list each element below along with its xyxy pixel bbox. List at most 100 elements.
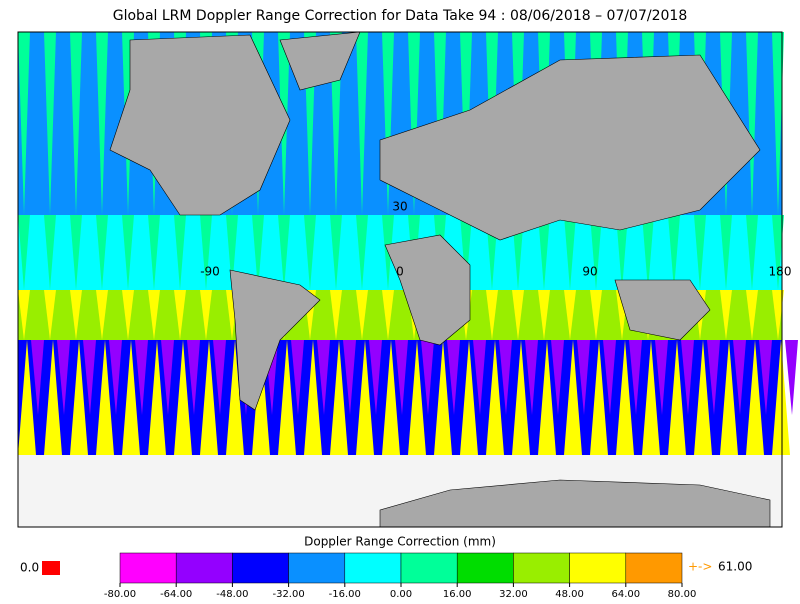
swath [434, 340, 452, 455]
longitude-label: -90 [200, 265, 220, 279]
swath [226, 340, 244, 455]
swath [356, 340, 374, 455]
swath [395, 340, 408, 415]
swath [460, 340, 478, 455]
swath [226, 215, 238, 290]
swath [148, 340, 166, 455]
colorbar-tick-label: 48.00 [555, 589, 584, 600]
colorbar-tick-label: 0.00 [390, 589, 412, 600]
swath [44, 215, 56, 290]
swath [356, 32, 368, 215]
colorbar-bin [344, 552, 402, 584]
colorbar-tick-label: -80.00 [104, 589, 136, 600]
swath [720, 290, 732, 340]
overflow-value: 61.00 [718, 560, 752, 574]
swath [70, 32, 82, 215]
swath [668, 340, 686, 455]
swath [18, 32, 30, 215]
swath [408, 32, 420, 215]
swath [720, 215, 732, 290]
swath [733, 340, 746, 415]
swath [291, 340, 304, 415]
colorbar-bin [288, 552, 346, 584]
swath [616, 215, 628, 290]
swath [70, 340, 88, 455]
nodata-label: 0.0 [20, 561, 39, 575]
swath [83, 340, 96, 415]
map-frame [17, 31, 783, 528]
swath [694, 215, 706, 290]
swath [759, 340, 772, 415]
swath [538, 215, 550, 290]
swath [629, 340, 642, 415]
swath [96, 340, 114, 455]
colorbar-tick-label: -48.00 [216, 589, 248, 600]
swath [343, 340, 356, 415]
swath [161, 340, 174, 415]
swath [96, 215, 108, 290]
colorbar-bin [175, 552, 233, 584]
swath [70, 215, 82, 290]
swath [590, 215, 602, 290]
swath [486, 290, 498, 340]
swath [746, 340, 764, 455]
swath [681, 340, 694, 415]
swath [70, 290, 82, 340]
map: -90 0 90 180 30 [18, 31, 798, 528]
swath [551, 340, 564, 415]
swath [278, 215, 290, 290]
swath [57, 340, 70, 415]
swath [642, 215, 654, 290]
longitude-label: 90 [582, 265, 597, 279]
swath [707, 340, 720, 415]
swath [603, 340, 616, 415]
landmass [379, 54, 761, 241]
swath [122, 290, 134, 340]
swath [772, 340, 790, 455]
swath [525, 340, 538, 415]
swath [772, 215, 784, 290]
swath [44, 290, 56, 340]
colorbar-tick-label: -64.00 [160, 589, 192, 600]
landmass [279, 31, 361, 91]
swath [772, 290, 784, 340]
colorbar-tick-label: 80.00 [668, 589, 697, 600]
colorbar-bin [513, 552, 570, 584]
colorbar-bin [119, 552, 177, 584]
swath [18, 290, 30, 340]
swath [18, 340, 36, 455]
colorbar-tick-label: 64.00 [611, 589, 640, 600]
swath [746, 290, 758, 340]
swath [668, 215, 680, 290]
swath [213, 340, 226, 415]
swath [655, 340, 668, 415]
longitude-label: 0 [396, 265, 404, 279]
swath [174, 290, 186, 340]
swath [330, 290, 342, 340]
title: Global LRM Doppler Range Correction for … [113, 8, 687, 24]
swath [382, 32, 394, 215]
colorbar-tick-label: -32.00 [272, 589, 304, 600]
swath [96, 290, 108, 340]
swath [785, 340, 798, 415]
swath [564, 215, 576, 290]
swath [330, 340, 348, 455]
swath [564, 290, 576, 340]
colorbar-tick-label: -16.00 [329, 589, 361, 600]
swath [135, 340, 148, 415]
swath [122, 340, 140, 455]
swath [590, 290, 602, 340]
swath [18, 215, 30, 290]
swath [460, 215, 472, 290]
swath [382, 340, 400, 455]
colorbar-tick-label: 32.00 [499, 589, 528, 600]
swath [512, 290, 524, 340]
colorbar-bin [625, 552, 683, 584]
swath [31, 340, 44, 415]
swath [538, 340, 556, 455]
swath [122, 215, 134, 290]
swath [772, 32, 784, 215]
landmass [109, 34, 291, 216]
swath [304, 215, 316, 290]
